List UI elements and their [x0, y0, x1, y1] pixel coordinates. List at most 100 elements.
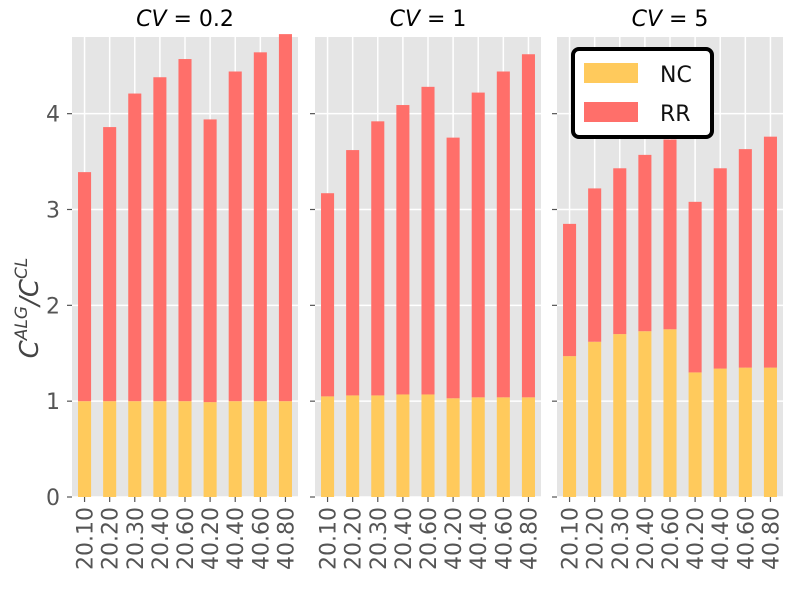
bar-rr-20.20 [588, 188, 602, 342]
x-tick-label: 40.80 [517, 507, 542, 570]
bar-rr-40.40 [713, 168, 727, 369]
bar-nc-40.40 [471, 397, 485, 497]
bar-rr-20.40 [638, 154, 652, 332]
panel-title: CV = 5 [632, 7, 709, 32]
bar-rr-40.20 [203, 119, 217, 403]
bar-nc-20.30 [128, 401, 142, 497]
title-variable: CV [632, 7, 664, 32]
bars [563, 136, 777, 497]
bar-rr-40.60 [738, 149, 752, 368]
bar-nc-40.80 [278, 401, 292, 497]
x-tick-label: 20.30 [367, 507, 392, 570]
legend-swatch-rr [584, 102, 638, 122]
x-tick-label: 20.60 [417, 507, 442, 570]
title-variable: CV [390, 7, 422, 32]
x-tick-label: 20.60 [174, 507, 199, 570]
bar-rr-20.40 [396, 105, 410, 395]
bar-rr-40.60 [253, 52, 267, 402]
bar-nc-40.40 [713, 368, 727, 497]
y-tick-label: 4 [46, 103, 60, 128]
x-tick-label: 40.40 [224, 507, 249, 570]
title-value: 0.2 [199, 7, 234, 32]
x-tick-label: 40.60 [734, 507, 759, 570]
title-value: 1 [452, 7, 466, 32]
title-equals: = [167, 7, 199, 32]
bar-rr-20.10 [321, 193, 335, 397]
bar-rr-20.10 [563, 223, 577, 357]
legend-swatch-nc [584, 63, 638, 83]
x-tick-labels: 20.10 20.20 20.30 20.40 20.60 40.20 40.40 40.60… [74, 497, 299, 570]
y-tick-labels: 0 1 2 3 4 [46, 103, 60, 511]
title-equals: = [420, 7, 452, 32]
bar-rr-20.30 [613, 168, 627, 335]
bar-rr-20.60 [421, 86, 435, 395]
bar-rr-40.40 [228, 71, 242, 402]
y-label-sup-alg: ALG [12, 306, 32, 341]
panel-title: CV = 1 [390, 7, 467, 32]
bar-nc-20.20 [103, 401, 117, 497]
bar-nc-20.30 [371, 395, 385, 497]
bar-nc-20.40 [638, 331, 652, 497]
bar-nc-20.40 [153, 401, 167, 497]
x-tick-label: 40.20 [684, 507, 709, 570]
y-tick-label: 2 [46, 294, 60, 319]
x-tick-label: 20.10 [74, 507, 99, 570]
bar-nc-40.40 [228, 401, 242, 497]
y-tick-label: 3 [46, 199, 60, 224]
bar-nc-20.40 [396, 394, 410, 497]
x-tick-label: 40.60 [249, 507, 274, 570]
bar-rr-40.20 [446, 137, 460, 399]
bar-rr-40.40 [471, 92, 485, 398]
bar-rr-20.20 [346, 150, 360, 396]
bar-nc-40.60 [253, 401, 267, 497]
bar-rr-20.60 [178, 59, 192, 402]
bar-nc-40.80 [521, 397, 535, 497]
y-axis-label: CALG/CCL [12, 258, 45, 359]
x-tick-labels: 20.10 20.20 20.30 20.40 20.60 40.20 40.40 40.60… [317, 497, 542, 570]
y-label-base: C [15, 339, 45, 358]
bar-nc-20.10 [78, 401, 92, 497]
bar-rr-20.30 [371, 121, 385, 396]
bar-rr-40.60 [496, 71, 510, 398]
bar-rr-40.80 [278, 34, 292, 402]
bar-rr-20.60 [663, 139, 677, 330]
x-tick-label: 20.40 [149, 507, 174, 570]
title-equals: = [662, 7, 694, 32]
bar-nc-40.60 [496, 397, 510, 497]
y-label-sep: /C [15, 278, 45, 308]
bar-rr-20.30 [128, 93, 142, 402]
bar-nc-20.60 [663, 329, 677, 497]
bar-nc-20.60 [178, 401, 192, 497]
x-tick-label: 20.40 [392, 507, 417, 570]
legend: NC RR [571, 47, 714, 139]
bar-rr-40.80 [763, 136, 777, 368]
bar-nc-40.80 [763, 367, 777, 497]
x-tick-label: 20.20 [342, 507, 367, 570]
title-value: 5 [694, 7, 708, 32]
bar-nc-20.20 [588, 341, 602, 497]
y-tick-label: 0 [46, 486, 60, 511]
bar-rr-40.80 [521, 54, 535, 398]
x-tick-label: 40.40 [467, 507, 492, 570]
bar-nc-20.10 [321, 396, 335, 497]
bar-nc-40.20 [446, 398, 460, 497]
x-tick-label: 40.20 [199, 507, 224, 570]
panel-title: CV = 0.2 [136, 7, 234, 32]
bar-nc-40.60 [738, 367, 752, 497]
y-tick-label: 1 [46, 390, 60, 415]
panel-cv-1: 20.10 20.20 20.30 20.40 20.60 40.20 40.40 40.60… [310, 7, 542, 570]
x-tick-label: 40.80 [274, 507, 299, 570]
x-tick-labels: 20.10 20.20 20.30 20.40 20.60 40.20 40.40 40.60… [559, 497, 784, 570]
x-tick-label: 20.10 [559, 507, 584, 570]
x-tick-label: 20.40 [634, 507, 659, 570]
x-tick-label: 40.60 [492, 507, 517, 570]
x-tick-label: 40.20 [442, 507, 467, 570]
bars [321, 54, 535, 497]
legend-label-nc: NC [660, 63, 692, 88]
x-tick-label: 20.30 [609, 507, 634, 570]
x-tick-label: 40.40 [709, 507, 734, 570]
bar-nc-20.20 [346, 395, 360, 497]
bar-nc-20.10 [563, 356, 577, 497]
bars [78, 34, 292, 497]
